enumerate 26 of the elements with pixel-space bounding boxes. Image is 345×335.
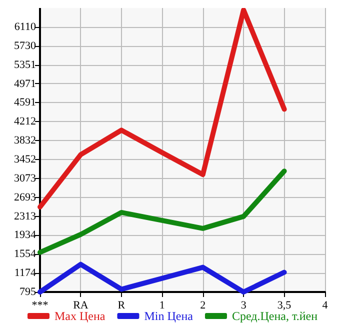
- legend-label: Max Цена: [54, 309, 106, 323]
- y-tick-label: 5351: [14, 58, 36, 71]
- x-tick-label: 3,5: [277, 300, 292, 312]
- y-tick-label: 1934: [14, 229, 36, 242]
- y-tick-label: 1174: [14, 267, 36, 280]
- y-tick-label: 795: [20, 286, 36, 298]
- y-tick-label: 4971: [14, 78, 36, 90]
- y-tick-label: 4212: [14, 116, 36, 128]
- x-tick-label: 2: [200, 300, 206, 312]
- x-tick-label: 4: [322, 300, 328, 312]
- y-tick-label: 3832: [14, 134, 36, 147]
- x-tick-label: RA: [73, 300, 88, 312]
- y-tick-label: 4591: [14, 96, 36, 109]
- y-tick-label: 3073: [14, 172, 36, 184]
- x-tick-label: R: [118, 300, 126, 312]
- legend-label: Min Цена: [144, 309, 194, 323]
- y-tick-label: 3452: [14, 154, 36, 166]
- x-tick-label: 1: [159, 300, 165, 312]
- y-tick-label: 2693: [14, 191, 36, 204]
- y-tick-label: 6110: [14, 20, 36, 33]
- y-tick-label: 2313: [14, 210, 36, 222]
- y-tick-label: 5730: [14, 40, 36, 52]
- y-tick-label: 1554: [14, 248, 36, 260]
- legend-label: Сред.Цена, т.йен: [232, 309, 318, 323]
- x-tick-label: ***: [32, 300, 48, 312]
- x-tick-label: 3: [240, 300, 247, 312]
